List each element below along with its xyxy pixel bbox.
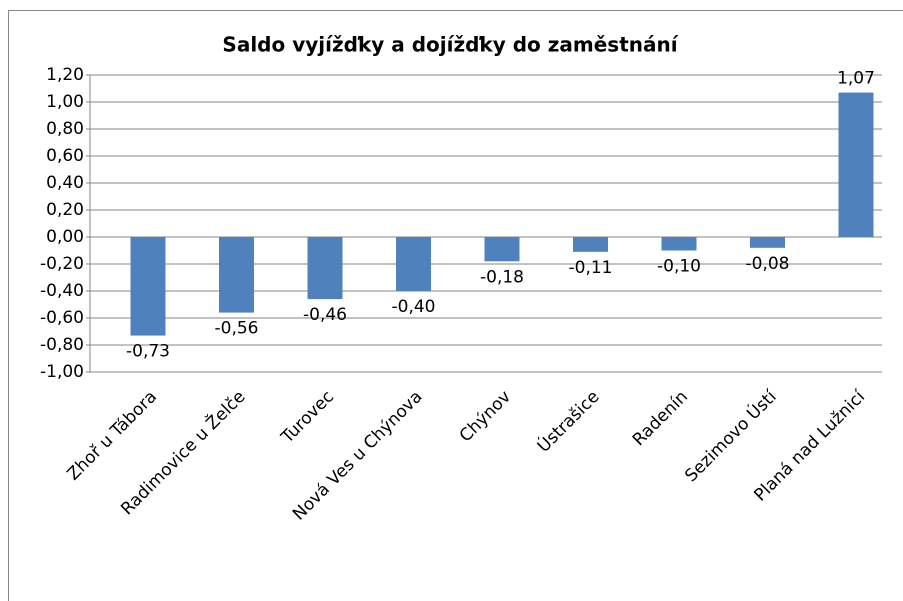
data-label: -0,73 [126,342,170,362]
bar [573,237,608,252]
bar [838,92,874,237]
y-tick-label: 0,40 [46,173,84,193]
bar [484,237,520,262]
bar [307,237,343,300]
y-tick-label: 0,00 [46,227,84,247]
data-label: -0,11 [569,258,613,278]
bar [750,237,785,248]
y-tick-label: 1,00 [46,92,84,112]
data-label: -0,10 [657,257,701,277]
data-label: -0,18 [480,267,524,287]
data-label: -0,40 [392,297,436,317]
data-label: 1,07 [837,69,875,89]
y-tick-label: -0,80 [40,335,84,355]
y-tick-label: 1,20 [46,65,84,85]
bar [219,237,254,313]
bar [130,237,166,336]
data-label: -0,46 [303,305,347,325]
y-tick-label: 0,20 [46,200,84,220]
bar [661,237,697,251]
data-label: -0,08 [746,254,790,274]
data-label: -0,56 [215,319,259,339]
y-tick-label: -0,60 [40,308,84,328]
y-tick-label: 0,80 [46,119,84,139]
y-tick-label: -1,00 [40,362,84,382]
y-tick-label: 0,60 [46,146,84,166]
bar [396,237,431,291]
y-tick-label: -0,40 [40,281,84,301]
chart-title: Saldo vyjížďky a dojížďky do zaměstnání [222,33,678,57]
y-tick-label: -0,20 [40,254,84,274]
